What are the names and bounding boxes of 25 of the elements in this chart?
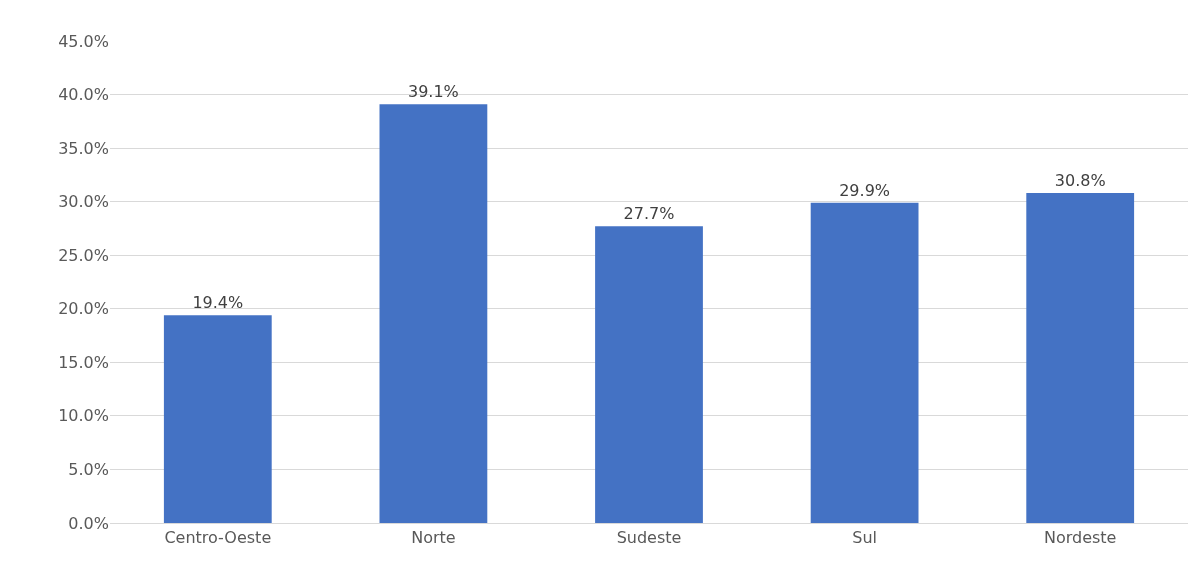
bar — [595, 226, 703, 523]
y-tick-label: 25.0% — [58, 245, 109, 265]
x-tick-label: Nordeste — [1043, 528, 1117, 548]
bar — [163, 315, 272, 523]
data-label: 27.7% — [623, 204, 675, 224]
y-tick-label: 15.0% — [58, 352, 109, 372]
x-tick-label: Sudeste — [616, 528, 682, 548]
y-tick-label: 45.0% — [58, 31, 109, 51]
data-label: 30.8% — [1054, 171, 1106, 191]
x-tick-label: Sul — [852, 528, 877, 548]
x-tick-label: Centro-Oeste — [164, 528, 272, 548]
y-tick-label: 20.0% — [58, 299, 109, 319]
data-label: 29.9% — [839, 180, 891, 200]
y-tick-label: 30.0% — [58, 192, 109, 212]
x-tick-label: Norte — [411, 528, 456, 548]
bar — [1026, 193, 1135, 523]
y-tick-label: 40.0% — [58, 85, 109, 105]
y-tick-label: 0.0% — [68, 513, 109, 533]
data-label: 39.1% — [407, 82, 459, 102]
y-tick-label: 10.0% — [58, 406, 109, 426]
y-tick-label: 35.0% — [58, 138, 109, 158]
bar — [810, 202, 919, 523]
y-tick-label: 5.0% — [68, 460, 109, 480]
data-label: 19.4% — [192, 293, 244, 313]
bar — [379, 104, 488, 523]
